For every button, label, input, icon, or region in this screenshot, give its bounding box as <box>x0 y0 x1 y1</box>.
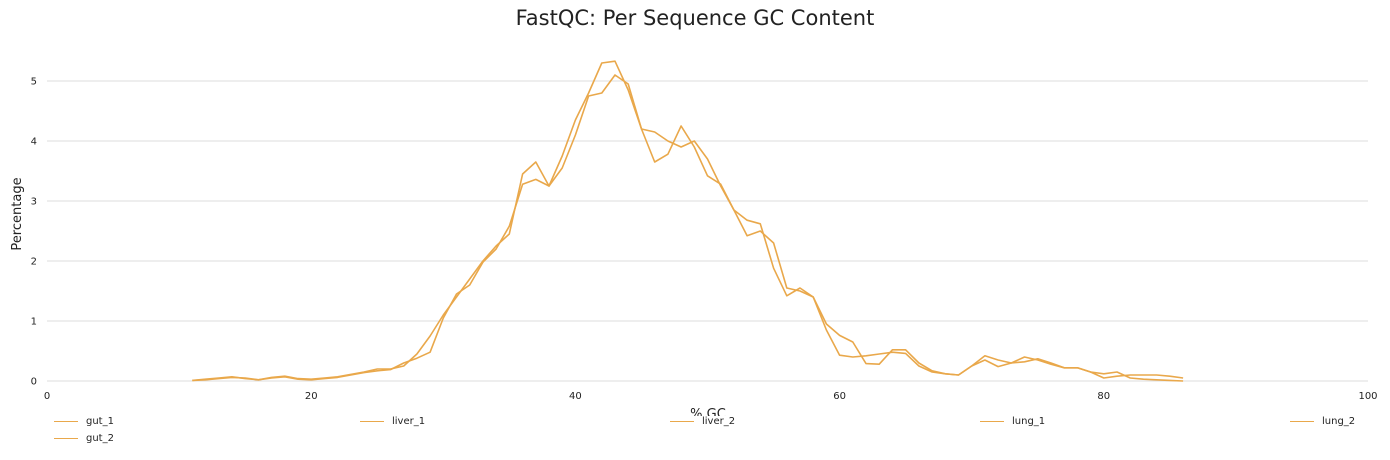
y-tick-label-1: 1 <box>31 317 37 328</box>
legend-item-lung-2[interactable]: lung_2 <box>1290 416 1355 427</box>
legend-swatch-liver-1 <box>360 421 384 422</box>
legend-label-lung-1: lung_1 <box>1012 416 1046 427</box>
y-tick-label-5: 5 <box>31 77 37 88</box>
y-tick-label-4: 4 <box>31 137 37 148</box>
legend-label-gut-1: gut_1 <box>86 416 114 427</box>
legend-label-liver-2: liver_2 <box>702 416 736 427</box>
y-tick-label-3: 3 <box>31 197 37 208</box>
legend-swatch-gut-1 <box>54 421 78 422</box>
chart-title: FastQC: Per Sequence GC Content <box>515 6 875 30</box>
y-axis-label: Percentage <box>10 177 25 250</box>
x-axis-label: % GC <box>690 407 726 416</box>
legend-swatch-gut-2 <box>54 438 78 439</box>
legend-swatch-lung-1 <box>980 421 1004 422</box>
x-tick-label-100: 100 <box>1358 391 1377 402</box>
x-tick-label-80: 80 <box>1097 391 1110 402</box>
legend-item-gut-1[interactable]: gut_1 <box>54 416 114 427</box>
y-tick-label-0: 0 <box>31 377 37 388</box>
x-tick-label-60: 60 <box>833 391 846 402</box>
x-tick-label-40: 40 <box>569 391 582 402</box>
x-tick-label-20: 20 <box>305 391 318 402</box>
legend-item-gut-2[interactable]: gut_2 <box>54 433 114 444</box>
legend-label-lung-2: lung_2 <box>1322 416 1356 427</box>
series-line-gut-2 <box>192 60 1184 382</box>
legend: gut_1 gut_2 liver_1 liver_2 lung_1 lung_… <box>54 416 1374 452</box>
gc-content-chart: 0 1 2 3 4 5 0 20 40 60 80 100 % GC Percentage <box>10 60 1378 416</box>
y-tick-label-2: 2 <box>31 257 37 268</box>
series-line-gut-1 <box>192 74 1184 382</box>
legend-item-liver-2[interactable]: liver_2 <box>670 416 735 427</box>
legend-swatch-lung-2 <box>1290 421 1314 422</box>
x-tick-label-0: 0 <box>44 391 50 402</box>
legend-label-gut-2: gut_2 <box>86 433 114 444</box>
legend-item-liver-1[interactable]: liver_1 <box>360 416 425 427</box>
legend-swatch-liver-2 <box>670 421 694 422</box>
legend-label-liver-1: liver_1 <box>392 416 426 427</box>
legend-item-lung-1[interactable]: lung_1 <box>980 416 1045 427</box>
